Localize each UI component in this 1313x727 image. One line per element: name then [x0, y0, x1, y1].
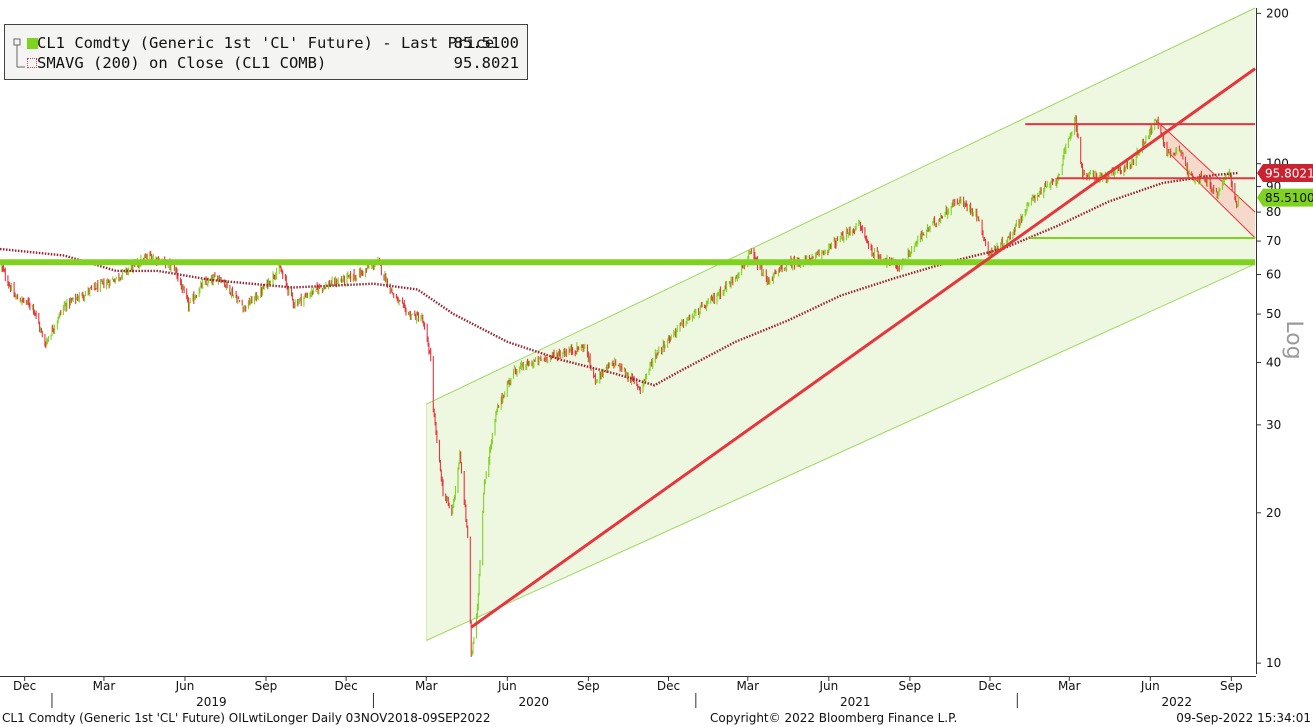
x-month-label: Dec — [335, 679, 358, 693]
footer-copyright: Copyright© 2022 Bloomberg Finance L.P. — [710, 711, 958, 725]
x-month-label: Sep — [899, 679, 922, 693]
y-tick-label: 80 — [1266, 205, 1281, 219]
chart-overlays — [426, 7, 1256, 641]
x-month-label: Mar — [1058, 679, 1081, 693]
legend-swatch-price — [27, 38, 38, 49]
x-month-label: Dec — [657, 679, 680, 693]
x-month-label: Jun — [818, 679, 838, 693]
legend-value-price: 85.5100 — [453, 34, 519, 52]
x-year-label: 2022 — [1161, 695, 1192, 709]
x-month-label: Jun — [1140, 679, 1160, 693]
legend-label-sma: SMAVG (200) on Close (CL1 COMB) — [37, 54, 327, 72]
y-tick-label: 70 — [1266, 234, 1281, 248]
x-month-label: Sep — [577, 679, 600, 693]
legend-value-sma: 95.8021 — [453, 54, 519, 72]
channel-upper-line — [426, 7, 1256, 405]
y-tick-label: 40 — [1266, 355, 1281, 369]
sma-series — [0, 171, 1239, 387]
price-tag: 85.5100 — [1257, 188, 1313, 207]
channel-lower-line — [426, 263, 1256, 641]
legend-entry-sma: SMAVG (200) on Close (CL1 COMB) 95.8021 — [13, 52, 519, 74]
price-tag-text: 85.5100 — [1265, 191, 1313, 205]
y-tick-label: 20 — [1266, 506, 1281, 520]
x-year-label: 2021 — [840, 695, 871, 709]
x-month-label: Jun — [497, 679, 517, 693]
sma-tag-shape — [1257, 164, 1313, 183]
y-axis-title: Log — [1281, 320, 1306, 359]
legend-tree-icon — [13, 38, 25, 68]
y-tick-label: 200 — [1266, 6, 1289, 20]
y-tick-label: 50 — [1266, 307, 1281, 321]
x-month-label: Dec — [978, 679, 1001, 693]
value-tags: 95.8021 85.5100 — [1257, 164, 1313, 207]
y-tick-label: 60 — [1266, 268, 1281, 282]
x-month-label: Dec — [13, 679, 36, 693]
x-year-label: 2019 — [196, 695, 227, 709]
legend-label-price: CL1 Comdty (Generic 1st 'CL' Future) - L… — [37, 34, 495, 52]
footer-ticker-info: CL1 Comdty (Generic 1st 'CL' Future) OIL… — [2, 711, 491, 725]
chart-legend: CL1 Comdty (Generic 1st 'CL' Future) - L… — [4, 24, 528, 80]
x-month-label: Mar — [415, 679, 438, 693]
footer-timestamp: 09-Sep-2022 15:34:01 — [1176, 711, 1311, 725]
trend-lines — [0, 67, 1256, 629]
legend-entry-price: CL1 Comdty (Generic 1st 'CL' Future) - L… — [13, 32, 519, 54]
x-month-label: Sep — [1220, 679, 1243, 693]
sma-tag-text: 95.8021 — [1265, 167, 1313, 181]
x-axis: Dec Mar Jun Sep Dec Mar Jun Sep Dec Mar Jun Sep Dec M… — [0, 676, 1256, 709]
price-tag-shape — [1257, 188, 1313, 207]
x-month-label: Sep — [255, 679, 278, 693]
sma-tag: 95.8021 — [1257, 164, 1313, 183]
x-month-label: Jun — [175, 679, 195, 693]
legend-swatch-sma — [27, 58, 37, 68]
x-month-label: Mar — [736, 679, 759, 693]
rising-channel-band — [426, 8, 1256, 641]
x-year-label: 2020 — [518, 695, 549, 709]
rising-trendline — [470, 67, 1256, 629]
y-tick-label: 10 — [1266, 656, 1281, 670]
y-tick-label: 30 — [1266, 418, 1281, 432]
down-channel-lower-line — [1166, 150, 1256, 239]
sma-200-line — [0, 171, 1239, 387]
x-month-label: Mar — [93, 679, 116, 693]
